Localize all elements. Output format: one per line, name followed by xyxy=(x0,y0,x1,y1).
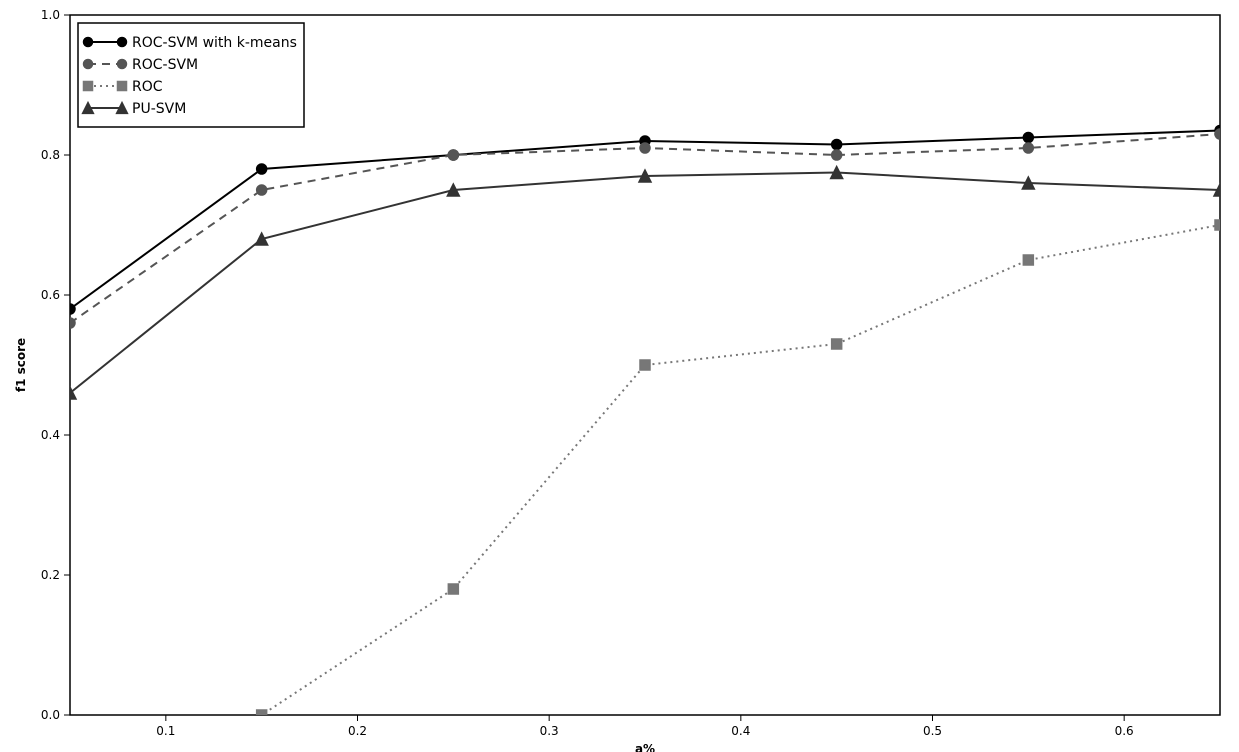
series-line-roc_svm xyxy=(70,134,1220,323)
y-tick-label: 0.8 xyxy=(41,148,60,162)
legend-label: ROC-SVM xyxy=(132,57,198,73)
data-marker xyxy=(832,150,842,160)
series-line-roc xyxy=(70,225,1220,752)
y-axis-label: f1 score xyxy=(14,338,28,392)
x-tick-label: 0.3 xyxy=(540,724,559,738)
x-tick-label: 0.5 xyxy=(923,724,942,738)
data-marker xyxy=(118,82,127,91)
data-marker xyxy=(448,150,458,160)
data-marker xyxy=(84,38,93,47)
series-line-roc_svm_kmeans xyxy=(70,131,1220,310)
x-tick-label: 0.4 xyxy=(731,724,750,738)
data-marker xyxy=(1023,255,1033,265)
legend-label: ROC xyxy=(132,79,163,95)
y-tick-label: 1.0 xyxy=(41,8,60,22)
y-tick-label: 0.0 xyxy=(41,708,60,722)
data-marker xyxy=(1023,143,1033,153)
y-tick-label: 0.4 xyxy=(41,428,60,442)
data-marker xyxy=(640,143,650,153)
data-marker xyxy=(257,164,267,174)
y-tick-label: 0.6 xyxy=(41,288,60,302)
x-tick-label: 0.1 xyxy=(156,724,175,738)
data-marker xyxy=(256,233,268,245)
line-chart: 0.1 0.2 0.3 0.4 0.5 0.6 0.0 0.2 0.4 0.6 0.8 1.0 a% f1… xyxy=(0,0,1239,752)
data-marker xyxy=(640,360,650,370)
data-marker xyxy=(118,38,127,47)
data-marker xyxy=(65,304,75,314)
data-marker xyxy=(1215,220,1225,230)
data-marker xyxy=(118,60,127,69)
data-marker xyxy=(448,584,458,594)
data-marker xyxy=(832,339,842,349)
data-marker xyxy=(84,60,93,69)
x-tick-label: 0.6 xyxy=(1115,724,1134,738)
legend-label: PU-SVM xyxy=(132,101,186,117)
y-tick-label: 0.2 xyxy=(41,568,60,582)
data-marker xyxy=(84,82,93,91)
data-marker xyxy=(1215,129,1225,139)
data-marker xyxy=(1023,133,1033,143)
data-marker xyxy=(65,318,75,328)
legend-label: ROC-SVM with k-means xyxy=(132,35,297,51)
x-axis-label: a% xyxy=(635,742,655,752)
x-tick-label: 0.2 xyxy=(348,724,367,738)
series-group xyxy=(64,126,1226,752)
data-marker xyxy=(257,710,267,720)
data-marker xyxy=(832,140,842,150)
chart-svg: 0.1 0.2 0.3 0.4 0.5 0.6 0.0 0.2 0.4 0.6 0.8 1.0 a% f1… xyxy=(0,0,1239,752)
legend: ROC-SVM with k-means ROC-SVM ROC PU-SVM xyxy=(78,23,304,127)
data-marker xyxy=(257,185,267,195)
